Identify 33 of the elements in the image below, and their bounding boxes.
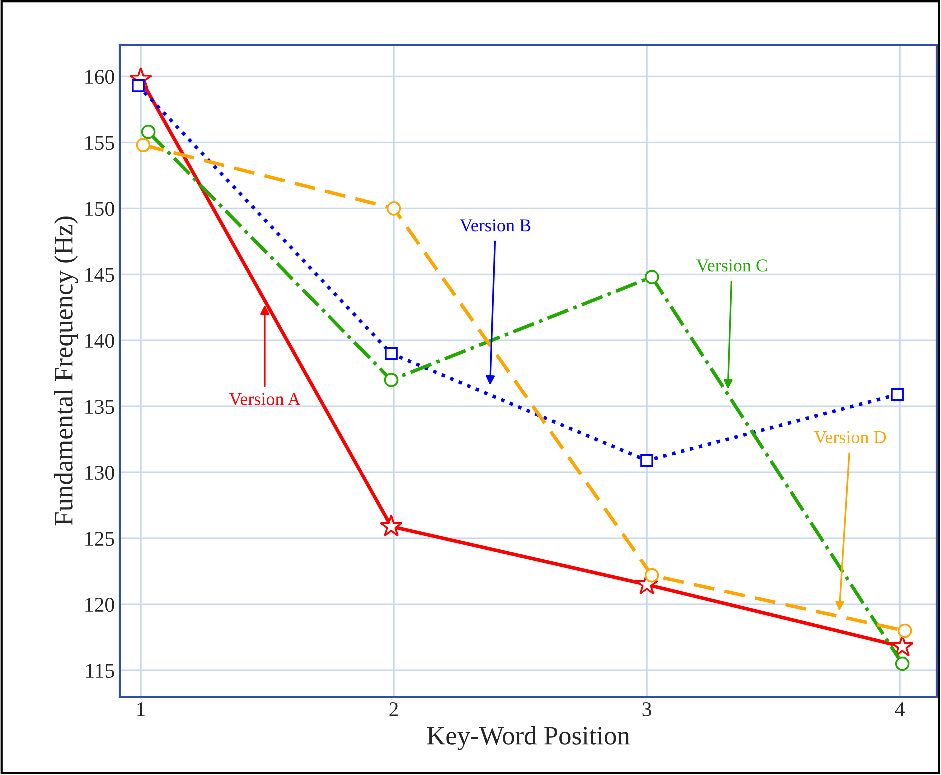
x-tick-label: 4 bbox=[895, 702, 905, 716]
point bbox=[640, 454, 654, 468]
y-tick-label: 130 bbox=[86, 466, 114, 480]
point bbox=[132, 79, 145, 92]
y-tick-label: 145 bbox=[86, 268, 114, 282]
point bbox=[898, 624, 912, 638]
point bbox=[644, 568, 660, 583]
y-tick-label: 135 bbox=[86, 400, 114, 414]
point bbox=[141, 124, 156, 140]
point bbox=[385, 347, 398, 360]
y-axis-title: Fundamental Frequency (Hz) bbox=[54, 216, 78, 526]
y-tick-label: 140 bbox=[86, 334, 114, 348]
y-tick-label: 115 bbox=[86, 664, 114, 678]
x-tick-label: 2 bbox=[390, 702, 398, 716]
annotation: Version B bbox=[460, 220, 531, 232]
x-tick-label: 3 bbox=[642, 702, 652, 717]
x-axis-title: Key-Word Position bbox=[427, 726, 630, 750]
point bbox=[136, 138, 151, 152]
annotation: Version C bbox=[696, 260, 768, 272]
y-tick-label: 160 bbox=[86, 70, 114, 84]
x-tick-label: 1 bbox=[138, 702, 145, 716]
y-tick-label: 120 bbox=[86, 598, 114, 612]
point bbox=[891, 388, 904, 402]
point bbox=[644, 270, 660, 284]
point bbox=[386, 202, 402, 216]
y-tick-label: 125 bbox=[86, 532, 114, 546]
point bbox=[895, 656, 910, 672]
y-tick-label: 155 bbox=[86, 136, 114, 150]
point bbox=[384, 373, 399, 388]
y-tick-label: 150 bbox=[86, 202, 114, 216]
point bbox=[380, 514, 403, 537]
annotation: Version D bbox=[814, 431, 886, 444]
annotation: Version A bbox=[229, 393, 301, 406]
